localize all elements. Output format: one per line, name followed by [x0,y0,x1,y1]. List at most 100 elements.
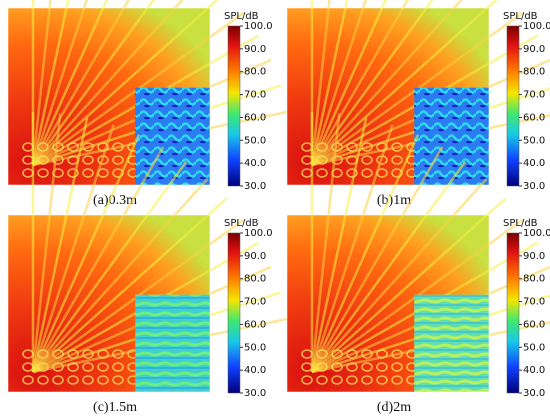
colorbar-tick-label: 50.0 [244,342,266,353]
streak [31,161,188,373]
colorbar-title: SPL/dB [224,11,259,22]
blob [37,362,49,372]
blob [112,142,124,152]
blob [316,362,328,372]
blob [112,375,124,385]
blob [376,349,388,359]
heatmap-clip-border [7,214,211,393]
colorbar-tick-label: 100.0 [244,228,273,239]
streak [310,0,368,166]
blob [37,142,49,152]
blob [52,375,64,385]
blob [52,362,64,372]
colorbar-tick-label: 50.0 [523,135,545,146]
colorbar-tick-label: 50.0 [244,135,266,146]
streak [310,0,388,166]
blob [316,349,328,359]
blob [22,375,34,385]
blob [67,375,79,385]
streak [311,0,498,166]
blob [316,142,328,152]
streak [32,0,219,166]
colorbar-tick-label: 100.0 [244,21,273,32]
shadow-zone [135,294,210,392]
colorbar-tick-label: 80.0 [244,67,266,78]
streak [32,197,228,373]
colorbar-tick-label: 50.0 [523,342,545,353]
blob [331,362,343,372]
colorbar-tick-label: 60.0 [523,112,545,123]
streak [31,113,62,373]
colorbar-tick-label: 100.0 [523,21,550,32]
blob [82,349,94,359]
blob [316,168,328,178]
colorbar-tick-label: 30.0 [244,388,266,399]
streak [31,134,141,373]
streak [32,0,184,166]
panel-caption: (b)1m [377,193,411,208]
blob [346,362,358,372]
colorbar-title: SPL/dB [224,218,259,229]
blob [82,142,94,152]
colorbar-tick-label: 60.0 [244,319,266,330]
shadow-zone [135,87,210,185]
colorbar-tick-label: 90.0 [244,44,266,55]
blob [331,155,343,165]
blob [301,375,313,385]
blob [361,142,373,152]
blob [37,375,49,385]
heatmap-clip-border [286,7,490,186]
streak [310,124,394,373]
blob [82,362,94,372]
colorbar-tick-label: 40.0 [244,158,266,169]
colorbar-tick-label: 90.0 [244,251,266,262]
blob [361,155,373,165]
streak [311,178,488,373]
streak [31,0,89,166]
blob [97,375,109,385]
panel-caption: (c)1.5m [93,400,137,415]
blob [346,349,358,359]
streak [310,113,341,373]
colorbar-tick-label: 40.0 [523,158,545,169]
streak [310,134,420,373]
blob [37,349,49,359]
blob [52,349,64,359]
blob [391,362,403,372]
shadow-zone [414,87,489,185]
panel-caption: (a)0.3m [93,193,137,208]
blob [346,142,358,152]
blob [22,362,34,372]
colorbar-tick-label: 70.0 [244,90,266,101]
heatmap [7,112,288,393]
streak [31,117,89,373]
blob [331,375,343,385]
colorbar-tick-label: 90.0 [523,44,545,55]
blob [391,142,403,152]
heatmap-clip-border [286,214,490,393]
blob [391,375,403,385]
colorbar [506,232,520,394]
blob [346,375,358,385]
blob [316,155,328,165]
streak [310,146,444,373]
colorbar-tick-label: 60.0 [523,319,545,330]
colorbar-tick-label: 70.0 [523,90,545,101]
panel-caption: (d)2m [377,400,411,415]
colorbar-tick-label: 30.0 [523,388,545,399]
streak [310,161,467,373]
blob [346,168,358,178]
blob [67,349,79,359]
blob [361,375,373,385]
blob [361,362,373,372]
blob [391,349,403,359]
colorbar [506,25,520,187]
colorbar-tick-label: 80.0 [523,67,545,78]
streak [310,117,368,373]
streak [310,0,410,166]
heatmap [286,112,550,393]
